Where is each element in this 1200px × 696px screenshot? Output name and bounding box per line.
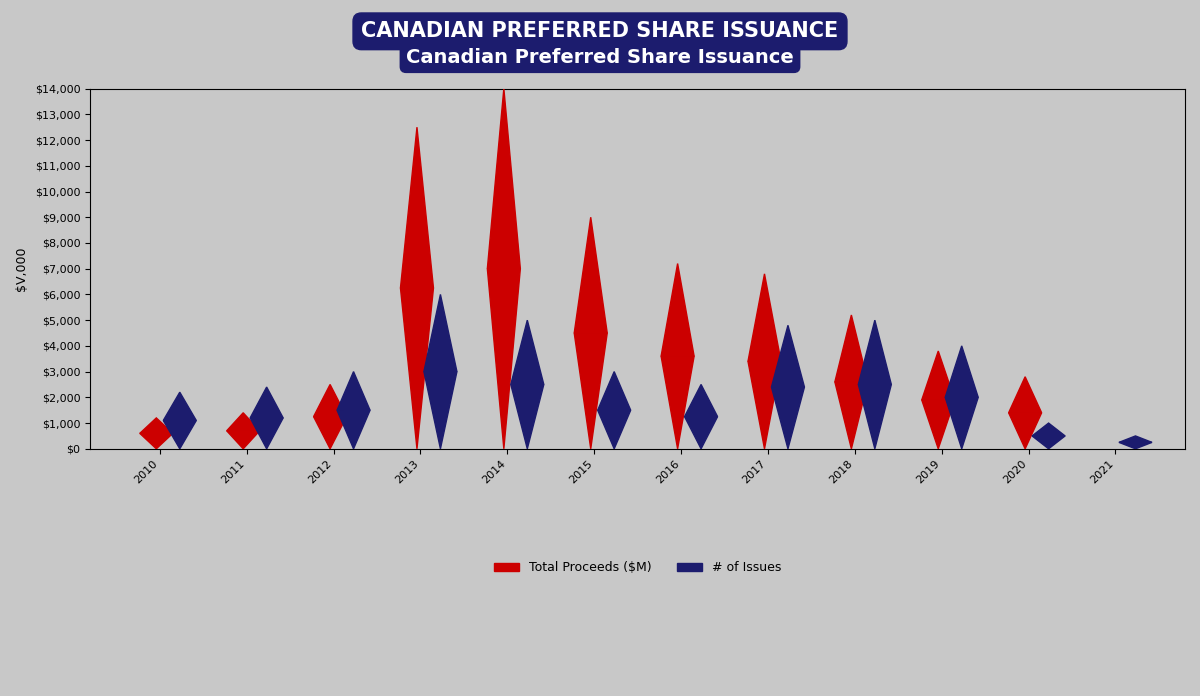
Polygon shape [487,88,521,269]
Polygon shape [140,434,173,449]
Polygon shape [575,333,607,449]
Polygon shape [424,372,457,449]
Polygon shape [250,418,283,449]
Y-axis label: $V,000: $V,000 [14,246,28,291]
Polygon shape [598,372,631,410]
Polygon shape [227,431,259,449]
Polygon shape [772,387,804,449]
Polygon shape [922,400,955,449]
Polygon shape [401,288,433,449]
Polygon shape [598,410,631,449]
Legend: Total Proceeds ($M), # of Issues: Total Proceeds ($M), # of Issues [490,556,786,580]
Polygon shape [337,372,370,410]
Polygon shape [227,413,259,431]
Polygon shape [163,393,197,420]
Polygon shape [1032,423,1066,436]
Polygon shape [748,361,781,449]
Polygon shape [835,382,868,449]
Polygon shape [250,387,283,418]
Text: Canadian Preferred Share Issuance: Canadian Preferred Share Issuance [406,47,794,67]
Polygon shape [661,264,694,356]
Polygon shape [424,294,457,372]
Text: CANADIAN PREFERRED SHARE ISSUANCE: CANADIAN PREFERRED SHARE ISSUANCE [361,22,839,41]
Polygon shape [1009,413,1042,449]
Polygon shape [684,384,718,417]
Polygon shape [1118,443,1152,449]
Polygon shape [1032,436,1066,449]
Polygon shape [163,420,197,449]
Polygon shape [1118,436,1152,443]
Polygon shape [140,418,173,434]
Polygon shape [772,325,804,387]
Polygon shape [313,384,347,417]
Polygon shape [313,417,347,449]
Polygon shape [1009,377,1042,413]
Polygon shape [661,356,694,449]
Polygon shape [575,217,607,333]
Polygon shape [858,320,892,384]
Polygon shape [511,320,544,384]
Polygon shape [946,397,978,449]
Polygon shape [337,410,370,449]
Polygon shape [684,417,718,449]
Polygon shape [858,384,892,449]
Polygon shape [401,127,433,288]
Polygon shape [487,269,521,449]
Polygon shape [835,315,868,382]
Polygon shape [748,274,781,361]
Polygon shape [922,351,955,400]
Polygon shape [946,346,978,397]
Polygon shape [511,384,544,449]
